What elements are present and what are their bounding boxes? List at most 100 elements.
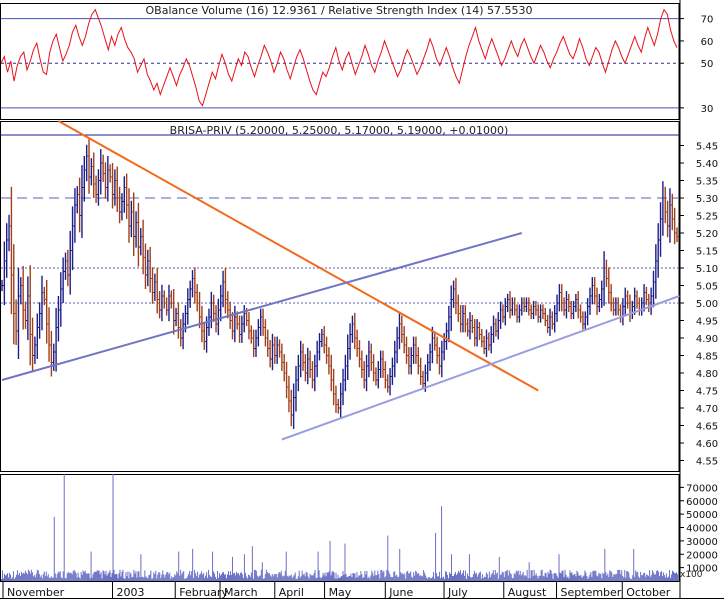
volume-bar bbox=[612, 576, 614, 581]
volume-bar bbox=[8, 572, 10, 581]
volume-bar bbox=[199, 574, 201, 581]
volume-bar bbox=[594, 571, 596, 581]
price-tick-label: 4.70 bbox=[696, 404, 718, 415]
volume-bar bbox=[318, 570, 320, 581]
volume-bar bbox=[24, 570, 26, 581]
volume-bar bbox=[188, 573, 190, 581]
volume-bar bbox=[547, 571, 549, 581]
volume-bar bbox=[638, 576, 640, 581]
volume-bar bbox=[407, 570, 409, 581]
volume-bar bbox=[333, 572, 335, 581]
volume-bar bbox=[583, 575, 585, 581]
volume-bar bbox=[18, 572, 20, 581]
volume-bar bbox=[654, 574, 656, 581]
volume-bar bbox=[582, 576, 584, 581]
volume-bar bbox=[44, 576, 46, 581]
volume-tick-label: 10000 bbox=[686, 564, 718, 575]
trendline-1 bbox=[57, 120, 539, 392]
volume-bar bbox=[477, 574, 479, 581]
volume-bar bbox=[92, 574, 94, 581]
volume-bar bbox=[38, 574, 40, 581]
volume-bar bbox=[265, 569, 267, 581]
volume-bar bbox=[84, 570, 86, 581]
volume-bar bbox=[3, 573, 5, 581]
price-tick-label: 4.90 bbox=[696, 334, 718, 345]
volume-bar bbox=[463, 575, 465, 581]
volume-bar bbox=[595, 570, 597, 581]
volume-bar bbox=[236, 573, 238, 581]
volume-bar bbox=[490, 574, 492, 581]
volume-bar bbox=[410, 571, 412, 581]
volume-bar bbox=[571, 572, 573, 581]
volume-bars bbox=[1, 474, 678, 581]
volume-bar bbox=[238, 575, 240, 581]
volume-bar bbox=[421, 575, 423, 581]
volume-bar bbox=[538, 575, 540, 581]
volume-bar bbox=[438, 576, 440, 581]
volume-bar bbox=[515, 570, 517, 581]
volume-bar bbox=[240, 572, 242, 581]
volume-bar bbox=[195, 573, 197, 581]
price-tick-label: 5.35 bbox=[696, 177, 718, 188]
volume-bar bbox=[388, 571, 390, 581]
month-label: November bbox=[7, 586, 65, 599]
volume-bar bbox=[380, 569, 382, 581]
volume-bar bbox=[168, 574, 170, 581]
volume-bar bbox=[662, 575, 664, 581]
volume-bar bbox=[635, 570, 637, 581]
volume-bar bbox=[601, 578, 603, 581]
volume-bar bbox=[373, 576, 375, 581]
volume-bar bbox=[228, 575, 230, 581]
volume-bar bbox=[416, 571, 418, 581]
volume-bar bbox=[153, 572, 155, 581]
volume-bar bbox=[440, 578, 442, 581]
volume-bar bbox=[225, 574, 227, 581]
volume-bar bbox=[476, 576, 478, 581]
volume-bar bbox=[253, 569, 255, 581]
volume-bar bbox=[661, 571, 663, 581]
volume-bar bbox=[47, 574, 49, 581]
volume-bar bbox=[338, 577, 340, 581]
volume-bar bbox=[536, 575, 538, 581]
volume-bar bbox=[194, 569, 196, 581]
volume-bar bbox=[541, 569, 543, 581]
volume-bar bbox=[93, 572, 95, 581]
volume-bar bbox=[64, 578, 66, 581]
volume-bar bbox=[402, 573, 404, 581]
volume-bar bbox=[460, 574, 462, 581]
volume-bar bbox=[415, 570, 417, 581]
volume-bar bbox=[17, 574, 19, 581]
volume-bar bbox=[124, 578, 126, 581]
volume-bar bbox=[331, 571, 333, 581]
volume-bar bbox=[465, 578, 467, 581]
volume-bar bbox=[473, 570, 475, 581]
volume-bar bbox=[401, 573, 403, 581]
volume-panel: 10000 20000 30000 40000 50000 60000 70000 x100 bbox=[1, 474, 718, 581]
volume-bar bbox=[359, 575, 361, 581]
volume-bar bbox=[285, 551, 287, 581]
volume-bar bbox=[423, 570, 425, 581]
volume-bar bbox=[614, 574, 616, 581]
volume-bar bbox=[658, 571, 660, 581]
volume-bar bbox=[96, 570, 98, 581]
volume-bar bbox=[28, 571, 30, 581]
volume-bar bbox=[607, 573, 609, 581]
volume-bar bbox=[540, 570, 542, 581]
volume-bar bbox=[166, 572, 168, 581]
volume-bar bbox=[307, 576, 309, 581]
volume-bar bbox=[434, 578, 436, 581]
volume-bar bbox=[420, 575, 422, 581]
month-label: July bbox=[447, 586, 468, 599]
volume-bar bbox=[274, 574, 276, 581]
rsi-tick-label: 60 bbox=[701, 37, 714, 48]
volume-bar bbox=[544, 572, 546, 581]
volume-bar bbox=[311, 575, 313, 581]
volume-bar bbox=[664, 574, 666, 581]
volume-bar bbox=[561, 570, 563, 581]
volume-bar bbox=[25, 572, 27, 581]
volume-bar bbox=[335, 572, 337, 581]
volume-bar bbox=[203, 573, 205, 581]
volume-bar bbox=[370, 575, 372, 581]
volume-bar bbox=[205, 575, 207, 581]
